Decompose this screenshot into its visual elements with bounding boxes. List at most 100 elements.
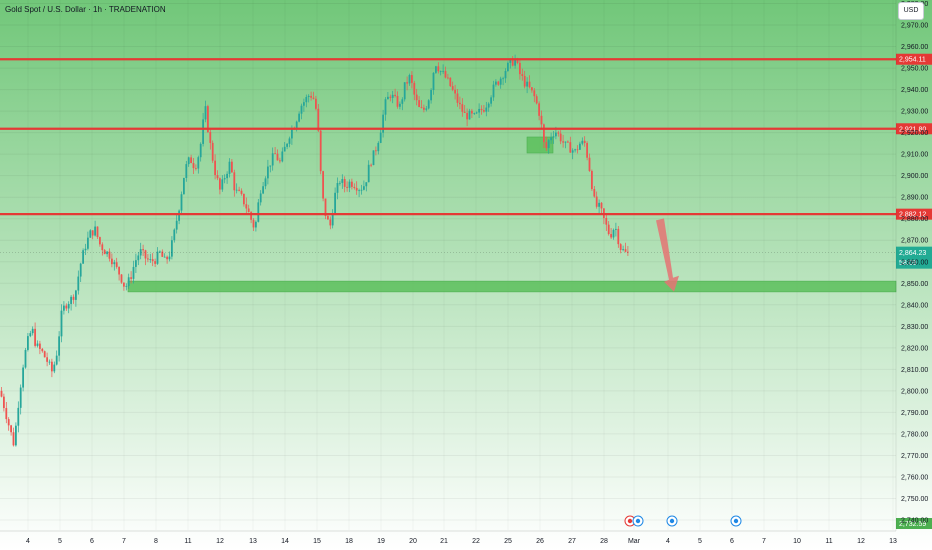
price-tick-label: 2,880.00 [901,216,928,223]
candle-body [545,142,548,149]
candle-body [509,58,512,63]
candle-body [358,190,360,192]
currency-button[interactable]: USD [898,2,924,20]
candle-body [127,277,130,286]
time-tick-label: 4 [26,538,30,545]
candle-body [507,62,509,71]
time-tick-label: 11 [825,538,832,545]
candle-body [17,407,20,426]
candle-body [166,256,168,260]
price-tick-label: 2,960.00 [901,44,928,51]
candle-body [91,230,94,236]
candle-body [29,333,32,337]
candle-body [197,157,200,169]
candle-body [363,186,365,190]
candle-body [478,108,480,113]
candle-body [617,228,620,245]
candle-body [216,175,219,179]
candle-body [329,219,332,226]
candle-body [67,303,70,309]
candle-body [483,110,485,112]
candle-body [204,106,207,120]
candle-body [267,166,269,179]
candle-body [394,94,396,96]
time-tick-label: 13 [889,538,897,545]
candle-body [39,343,41,349]
candle-body [586,142,588,158]
time-tick-label: 8 [154,538,158,545]
candle-body [211,142,214,161]
candle-body [118,266,120,275]
candle-body [535,96,538,104]
candle-body [168,256,171,260]
candle-body [564,141,567,143]
candle-body [607,224,610,235]
candle-body [72,296,75,300]
event-marker-dot [635,518,641,524]
candle-body [257,202,260,222]
candle-body [591,170,593,190]
candle-body [147,258,149,260]
candle-body [142,249,144,251]
time-tick-label: 5 [698,538,702,545]
candle-body [399,103,401,107]
candle-body [475,112,478,114]
time-tick-label: 19 [377,538,385,545]
candle-body [319,130,322,172]
price-tick-label: 2,850.00 [901,281,928,288]
candle-body [511,58,514,66]
candle-body [427,100,430,109]
candle-body [108,251,111,259]
candle-body [264,178,267,187]
candle-body [526,81,528,87]
candle-body [550,137,552,141]
candle-body [420,106,423,108]
candle-body [552,136,555,138]
candle-body [113,262,116,265]
candle-body [276,153,279,161]
candle-body [415,94,418,101]
candle-body [252,219,255,228]
candle-body [401,99,404,104]
candle-body [5,408,8,420]
candle-body [408,75,411,84]
candle-body [543,124,545,143]
candle-body [598,202,600,207]
candle-body [240,190,243,194]
candle-body [619,244,622,251]
candle-body [387,96,389,100]
candle-body [65,305,68,309]
candle-body [291,129,293,139]
candle-body [379,132,382,143]
candle-body [41,348,44,352]
candle-body [540,115,543,125]
price-tick-label: 2,840.00 [901,302,928,309]
candle-body [449,77,452,87]
candle-body [300,105,303,114]
price-tick-label: 2,910.00 [901,152,928,159]
candle-body [125,285,128,287]
candle-body [346,186,348,188]
candle-body [0,390,3,397]
chart-title: Gold Spot / U.S. Dollar · 1h · TRADENATI… [5,5,166,14]
candle-body [413,82,416,95]
candle-body [22,367,24,388]
candle-body [531,87,533,91]
candle-body [425,108,428,110]
candle-body [353,186,356,188]
candle-body [516,59,519,63]
candle-body [559,133,562,142]
time-tick-label: 28 [600,538,608,545]
candle-body [250,212,252,220]
time-tick-label: 25 [504,538,512,545]
candle-body [60,310,63,337]
candle-body [63,305,65,311]
bottom-price-label: 2,732.59 [899,521,926,528]
time-tick-label: 6 [730,538,734,545]
candle-body [612,229,615,238]
candle-body [348,181,351,188]
candle-body [123,282,125,287]
candle-body [485,107,488,112]
candle-body [180,194,183,211]
